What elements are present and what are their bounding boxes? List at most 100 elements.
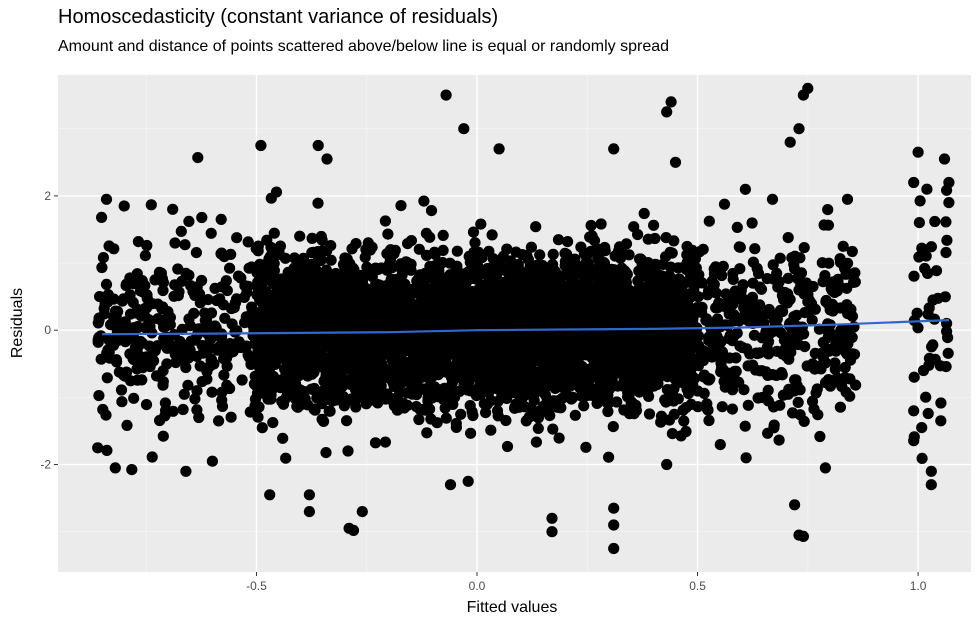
- data-point: [318, 384, 330, 396]
- data-point: [672, 393, 684, 405]
- data-point: [466, 305, 478, 317]
- data-point: [836, 380, 848, 393]
- data-point: [713, 339, 725, 352]
- data-point: [242, 280, 254, 292]
- data-point: [513, 396, 525, 408]
- data-point: [762, 395, 774, 407]
- data-point: [242, 349, 254, 361]
- data-point: [465, 323, 477, 335]
- data-point: [703, 414, 715, 427]
- data-point: [614, 252, 627, 264]
- data-point: [501, 346, 513, 358]
- data-point: [410, 389, 423, 401]
- data-point: [380, 320, 393, 332]
- data-point: [576, 295, 588, 307]
- data-point: [317, 342, 329, 354]
- data-point: [264, 362, 276, 374]
- data-point: [942, 347, 954, 359]
- data-point: [306, 333, 318, 345]
- data-point: [288, 252, 301, 264]
- data-point: [596, 344, 608, 356]
- data-point: [190, 247, 202, 259]
- data-point: [651, 378, 663, 391]
- data-point: [729, 373, 741, 385]
- data-point: [771, 267, 783, 279]
- data-point: [192, 152, 204, 164]
- data-point: [276, 344, 288, 357]
- data-point: [797, 89, 810, 101]
- data-point: [116, 396, 128, 408]
- data-point: [325, 254, 337, 266]
- data-point: [793, 123, 805, 135]
- data-point: [747, 256, 760, 268]
- data-point: [564, 311, 576, 323]
- data-point: [749, 243, 761, 255]
- data-point: [922, 407, 934, 420]
- data-point: [128, 392, 140, 404]
- data-point: [438, 315, 450, 327]
- data-point: [600, 325, 612, 337]
- data-point: [450, 421, 462, 433]
- data-point: [675, 430, 687, 442]
- data-point: [375, 380, 387, 392]
- data-point: [531, 259, 543, 271]
- data-point: [635, 318, 647, 330]
- data-point: [205, 353, 217, 365]
- data-point: [604, 359, 616, 371]
- data-point: [425, 413, 437, 425]
- data-point: [339, 340, 351, 352]
- data-point: [167, 203, 179, 215]
- data-point: [755, 283, 768, 295]
- data-point: [762, 369, 774, 381]
- data-point: [627, 292, 639, 304]
- data-point: [385, 244, 397, 256]
- data-point: [908, 371, 920, 383]
- data-point: [457, 271, 469, 283]
- data-point: [661, 371, 674, 383]
- data-point: [139, 250, 151, 262]
- data-point: [359, 372, 371, 384]
- data-point: [567, 376, 580, 388]
- data-point: [312, 197, 324, 209]
- data-point: [116, 295, 128, 307]
- data-point: [239, 317, 251, 329]
- data-point: [727, 298, 739, 310]
- data-point: [201, 373, 213, 385]
- data-point: [121, 419, 133, 431]
- data-point: [173, 286, 185, 298]
- data-point: [274, 240, 286, 252]
- data-point: [393, 359, 406, 371]
- data-point: [565, 273, 577, 285]
- data-point: [440, 279, 452, 291]
- data-point: [260, 301, 272, 313]
- chart-subtitle: Amount and distance of points scattered …: [58, 38, 670, 55]
- data-point: [182, 379, 194, 391]
- data-point: [738, 310, 750, 323]
- data-point: [485, 262, 497, 274]
- data-point: [675, 376, 687, 388]
- data-point: [548, 395, 560, 407]
- data-point: [716, 269, 728, 282]
- data-point: [767, 259, 779, 271]
- data-point: [940, 246, 952, 259]
- data-point: [788, 311, 800, 323]
- data-point: [242, 236, 254, 248]
- data-point: [476, 346, 488, 359]
- data-point: [822, 204, 834, 216]
- data-point: [403, 344, 415, 357]
- data-point: [773, 434, 785, 446]
- data-point: [446, 377, 458, 389]
- data-point: [624, 408, 636, 420]
- data-point: [464, 256, 476, 268]
- data-point: [547, 248, 559, 260]
- data-point: [834, 253, 846, 265]
- data-point: [155, 314, 167, 326]
- data-point: [215, 329, 227, 341]
- data-point: [157, 284, 169, 297]
- data-point: [221, 360, 233, 372]
- data-point: [747, 310, 759, 322]
- data-point: [908, 270, 920, 282]
- data-point: [279, 252, 291, 264]
- data-point: [693, 269, 705, 281]
- data-point: [580, 257, 592, 269]
